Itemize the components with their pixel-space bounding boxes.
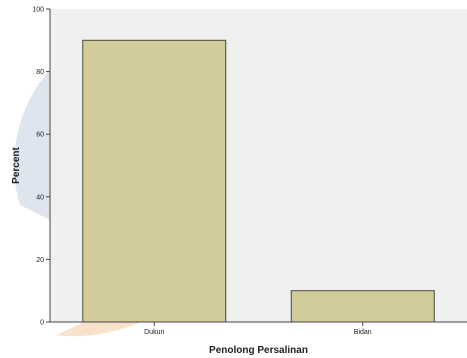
y-axis-title: Percent — [11, 146, 22, 183]
x-axis: Dukun Bidan — [50, 321, 467, 336]
y-tick-label: 20 — [36, 257, 44, 264]
y-tick-label: 40 — [36, 194, 44, 201]
x-axis-title: Penolong Persalinan — [209, 345, 308, 356]
x-tick-label: Dukun — [144, 329, 164, 336]
bars-group — [82, 39, 435, 323]
y-tick-label: 60 — [36, 132, 44, 139]
y-tick-label: 0 — [40, 320, 44, 327]
x-tick-label: Bidan — [354, 329, 372, 336]
bar-dukun — [82, 39, 227, 323]
y-axis: 0 20 40 60 80 100 — [32, 7, 51, 327]
y-tick-label: 80 — [36, 69, 44, 76]
y-tick-label: 100 — [32, 7, 44, 14]
bar-bidan — [290, 290, 435, 323]
